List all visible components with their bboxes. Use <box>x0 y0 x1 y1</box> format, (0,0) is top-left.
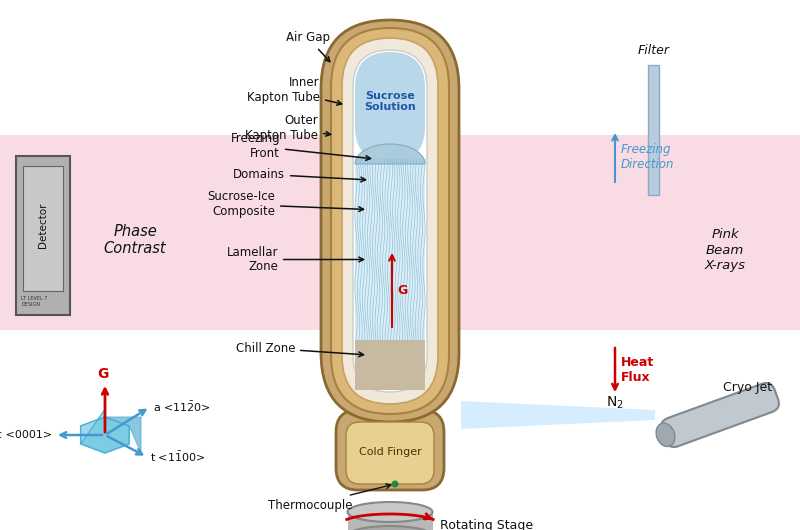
Text: Thermocouple: Thermocouple <box>268 484 390 511</box>
Text: G: G <box>98 367 109 381</box>
FancyBboxPatch shape <box>355 52 425 162</box>
Text: Freezing
Front: Freezing Front <box>230 132 370 161</box>
FancyBboxPatch shape <box>661 383 779 447</box>
Bar <box>648 65 659 195</box>
FancyBboxPatch shape <box>342 38 438 404</box>
Polygon shape <box>355 144 425 164</box>
Circle shape <box>391 481 398 488</box>
Text: a <11$\bar{2}$0>: a <11$\bar{2}$0> <box>153 400 211 414</box>
Text: Pink
Beam
X-rays: Pink Beam X-rays <box>705 228 746 271</box>
Ellipse shape <box>347 526 433 530</box>
Text: c <0001>: c <0001> <box>0 430 52 440</box>
Text: G: G <box>397 284 407 296</box>
Text: Domains: Domains <box>233 167 366 182</box>
Polygon shape <box>81 409 105 444</box>
Text: Inner
Kapton Tube: Inner Kapton Tube <box>247 76 342 105</box>
Text: t <1$\bar{1}$00>: t <1$\bar{1}$00> <box>150 450 206 464</box>
FancyBboxPatch shape <box>321 20 459 422</box>
Text: N$_2$: N$_2$ <box>606 395 624 411</box>
Text: Freezing
Direction: Freezing Direction <box>621 144 674 172</box>
Bar <box>347 512 433 530</box>
Text: Sucrose
Solution: Sucrose Solution <box>364 91 416 112</box>
Text: Filter: Filter <box>638 44 670 57</box>
Polygon shape <box>81 417 130 453</box>
Text: Heat
Flux: Heat Flux <box>621 356 654 384</box>
FancyBboxPatch shape <box>336 410 444 490</box>
FancyBboxPatch shape <box>346 422 434 484</box>
Bar <box>0 135 800 330</box>
Text: LT LEVEL 7
DESIGN: LT LEVEL 7 DESIGN <box>21 296 47 306</box>
Polygon shape <box>355 340 425 390</box>
Polygon shape <box>105 417 141 453</box>
FancyBboxPatch shape <box>331 28 449 414</box>
Text: Air Gap: Air Gap <box>286 31 330 61</box>
Text: Phase
Contrast: Phase Contrast <box>104 224 166 256</box>
Text: Outer
Kapton Tube: Outer Kapton Tube <box>245 114 330 142</box>
Text: Lamellar
Zone: Lamellar Zone <box>226 245 363 273</box>
Text: Chill Zone: Chill Zone <box>235 341 363 357</box>
Text: Rotating Stage: Rotating Stage <box>440 519 533 530</box>
Polygon shape <box>461 401 655 429</box>
Text: Cold Finger: Cold Finger <box>358 447 422 457</box>
FancyBboxPatch shape <box>23 165 63 290</box>
FancyBboxPatch shape <box>353 50 427 392</box>
Polygon shape <box>355 159 425 340</box>
Text: Detector: Detector <box>38 202 48 248</box>
Text: Cryo Jet: Cryo Jet <box>723 381 773 393</box>
Ellipse shape <box>656 423 675 447</box>
FancyBboxPatch shape <box>16 155 70 314</box>
Text: Sucrose-Ice
Composite: Sucrose-Ice Composite <box>207 190 363 218</box>
Ellipse shape <box>347 502 433 522</box>
